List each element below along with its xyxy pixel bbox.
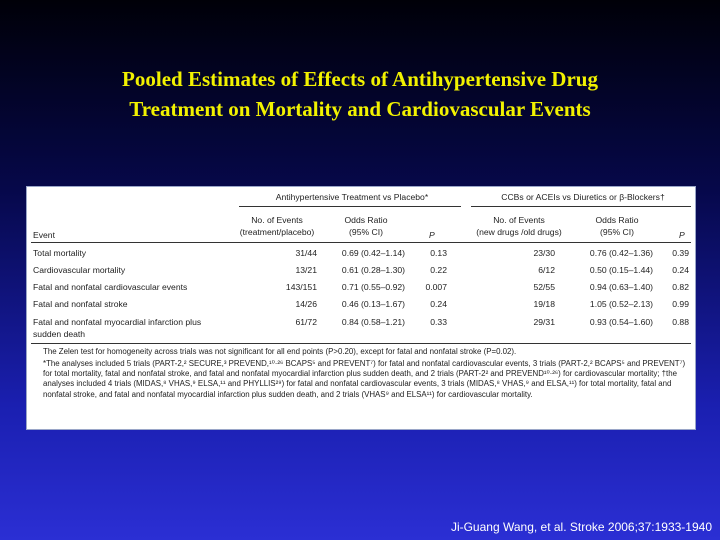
group-rule-1 <box>239 206 461 207</box>
header-rule <box>31 242 691 243</box>
row-event: Fatal and nonfatal stroke <box>33 299 128 309</box>
row-p2: 0.88 <box>672 317 689 327</box>
row-event-continued: sudden death <box>33 329 86 339</box>
row-events2: 29/31 <box>533 317 555 327</box>
row-p1: 0.33 <box>430 317 447 327</box>
row-or2: 0.94 (0.63–1.40) <box>589 282 653 292</box>
row-p2: 0.99 <box>672 299 689 309</box>
bottom-rule <box>31 343 691 344</box>
col-header-p1: P <box>429 230 435 240</box>
row-p1: 0.007 <box>425 282 447 292</box>
row-events2: 52/55 <box>533 282 555 292</box>
col-header-or1-line1: Odds Ratio <box>344 215 388 225</box>
row-p2: 0.39 <box>672 248 689 258</box>
row-or1: 0.71 (0.55–0.92) <box>341 282 405 292</box>
row-or2: 0.76 (0.42–1.36) <box>589 248 653 258</box>
title-line-2: Treatment on Mortality and Cardiovascula… <box>129 97 591 121</box>
row-events1: 61/72 <box>295 317 317 327</box>
row-or2: 0.93 (0.54–1.60) <box>589 317 653 327</box>
group-header-active: CCBs or ACEIs vs Diuretics or β-Blockers… <box>501 192 665 202</box>
group-header-placebo: Antihypertensive Treatment vs Placebo* <box>275 192 429 202</box>
row-p1: 0.22 <box>430 265 447 275</box>
row-or1: 0.61 (0.28–1.30) <box>341 265 405 275</box>
row-events2: 19/18 <box>533 299 555 309</box>
title-line-1: Pooled Estimates of Effects of Antihyper… <box>122 67 598 91</box>
row-p1: 0.24 <box>430 299 447 309</box>
col-header-p2: P <box>679 230 685 240</box>
col-header-or1-line2: (95% CI) <box>349 227 383 237</box>
row-or2: 0.50 (0.15–1.44) <box>589 265 653 275</box>
row-or1: 0.69 (0.42–1.14) <box>341 248 405 258</box>
slide-title: Pooled Estimates of Effects of Antihyper… <box>0 64 720 124</box>
row-events1: 13/21 <box>295 265 317 275</box>
row-event: Total mortality <box>33 248 87 258</box>
row-events1: 143/151 <box>285 282 317 292</box>
row-or1: 0.46 (0.13–1.67) <box>341 299 405 309</box>
footnote-zelen: The Zelen test for homogeneity across tr… <box>43 347 517 356</box>
row-events1: 14/26 <box>295 299 317 309</box>
row-event: Fatal and nonfatal cardiovascular events <box>33 282 188 292</box>
citation: Ji-Guang Wang, et al. Stroke 2006;37:193… <box>450 520 712 534</box>
row-events2: 6/12 <box>538 265 555 275</box>
row-events1: 31/44 <box>295 248 317 258</box>
row-events2: 23/30 <box>533 248 555 258</box>
col-header-event: Event <box>33 230 55 240</box>
col-header-events1-line2: (treatment/placebo) <box>239 227 315 237</box>
col-header-events2-line2: (new drugs /old drugs) <box>476 227 562 237</box>
row-or2: 1.05 (0.52–2.13) <box>589 299 653 309</box>
col-header-or2-line2: (95% CI) <box>600 227 634 237</box>
col-header-events1-line1: No. of Events <box>251 215 303 225</box>
row-event: Cardiovascular mortality <box>33 265 126 275</box>
results-table: Antihypertensive Treatment vs Placebo* C… <box>26 186 696 430</box>
col-header-events2-line1: No. of Events <box>493 215 545 225</box>
col-header-or2-line1: Odds Ratio <box>595 215 639 225</box>
row-p2: 0.24 <box>672 265 689 275</box>
footnote-trials: *The analyses included 5 trials (PART-2,… <box>43 359 686 399</box>
group-rule-2 <box>471 206 691 207</box>
row-or1: 0.84 (0.58–1.21) <box>341 317 405 327</box>
row-p2: 0.82 <box>672 282 689 292</box>
row-p1: 0.13 <box>430 248 447 258</box>
row-event: Fatal and nonfatal myocardial infarction… <box>33 317 202 327</box>
